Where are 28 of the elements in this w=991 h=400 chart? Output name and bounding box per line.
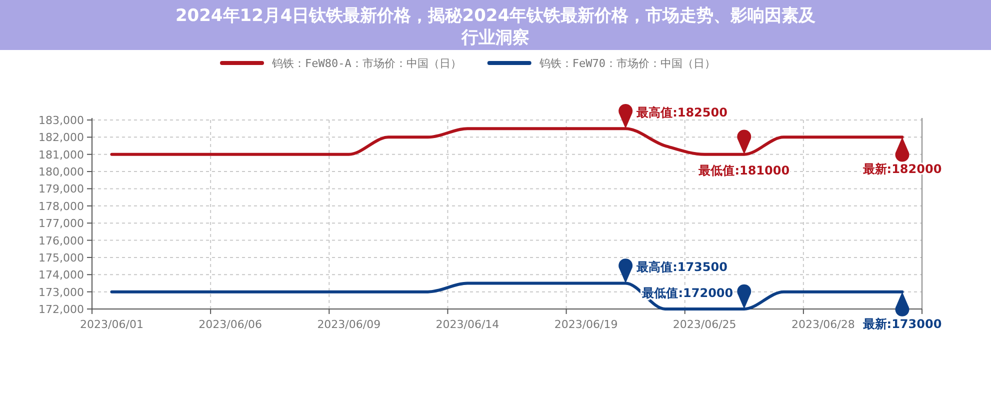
x-tick-label: 2023/06/28 — [791, 318, 855, 331]
y-tick-label: 182,000 — [38, 131, 84, 144]
data-label: 最新:173000 — [862, 316, 942, 331]
y-tick-label: 174,000 — [38, 268, 84, 282]
data-label: 最新:182000 — [862, 162, 942, 176]
legend-label: 钨铁：FeW70：市场价：中国（日） — [538, 57, 716, 70]
y-tick-label: 176,000 — [38, 234, 84, 248]
y-tick-label: 172,000 — [38, 303, 84, 316]
x-tick-label: 2023/06/19 — [554, 318, 618, 331]
y-tick-label: 180,000 — [38, 166, 84, 179]
data-label: 最高值:173500 — [636, 260, 728, 274]
x-tick-label: 2023/06/01 — [80, 318, 144, 331]
y-tick-label: 175,000 — [38, 251, 84, 264]
y-tick-label: 181,000 — [38, 148, 84, 162]
y-tick-label: 178,000 — [38, 200, 84, 213]
x-tick-label: 2023/06/06 — [198, 318, 262, 331]
chart-title: 2024年12月4日钛铁最新价格，揭秘2024年钛铁最新价格，市场走势、影响因素及行业洞察 — [175, 6, 817, 48]
y-tick-label: 183,000 — [38, 114, 84, 127]
x-tick-label: 2023/06/09 — [317, 318, 381, 331]
x-tick-label: 2023/06/25 — [672, 318, 736, 331]
x-tick-label: 2023/06/14 — [436, 318, 500, 331]
y-tick-label: 173,000 — [38, 286, 84, 299]
y-tick-label: 177,000 — [38, 217, 84, 230]
legend-label: 钨铁：FeW80-A：市场价：中国（日） — [271, 57, 462, 70]
line-series — [110, 127, 904, 156]
data-label: 最高值:182500 — [636, 106, 728, 120]
data-label: 最低值:181000 — [698, 163, 790, 178]
y-tick-label: 179,000 — [38, 182, 84, 196]
